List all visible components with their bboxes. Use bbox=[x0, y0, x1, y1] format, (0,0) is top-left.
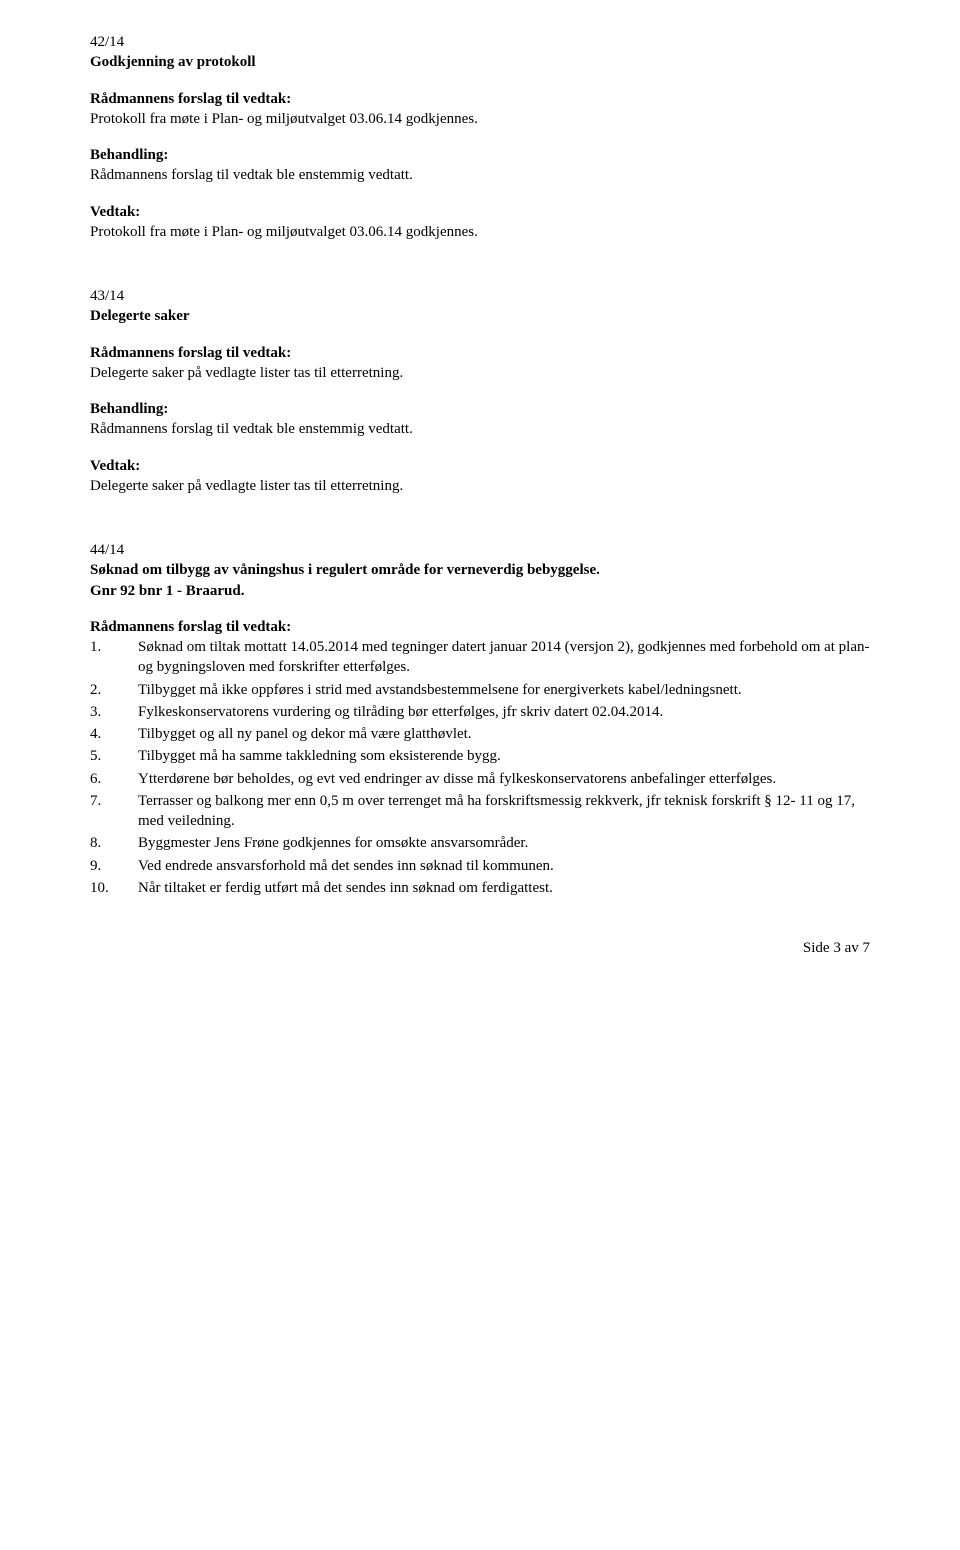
case-42-ved-h: Vedtak: bbox=[90, 202, 870, 222]
case-42-forslag-t: Protokoll fra møte i Plan- og miljøutval… bbox=[90, 109, 870, 129]
case-42-id: 42/14 bbox=[90, 32, 870, 52]
case-43-forslag-h: Rådmannens forslag til vedtak: bbox=[90, 343, 870, 363]
case-44-forslag: Rådmannens forslag til vedtak: 1.Søknad … bbox=[90, 617, 870, 898]
list-text: Terrasser og balkong mer enn 0,5 m over … bbox=[138, 791, 870, 832]
list-num: 6. bbox=[90, 769, 138, 789]
list-item: 10.Når tiltaket er ferdig utført må det … bbox=[90, 878, 870, 898]
list-text: Tilbygget og all ny panel og dekor må væ… bbox=[138, 724, 870, 744]
list-item: 8.Byggmester Jens Frøne godkjennes for o… bbox=[90, 833, 870, 853]
case-42-title: Godkjenning av protokoll bbox=[90, 52, 870, 72]
case-42-forslag: Rådmannens forslag til vedtak: Protokoll… bbox=[90, 89, 870, 130]
list-item: 4.Tilbygget og all ny panel og dekor må … bbox=[90, 724, 870, 744]
list-item: 9.Ved endrede ansvarsforhold må det send… bbox=[90, 856, 870, 876]
case-43-ved-t: Delegerte saker på vedlagte lister tas t… bbox=[90, 476, 870, 496]
list-text: Fylkeskonservatorens vurdering og tilråd… bbox=[138, 702, 870, 722]
list-num: 2. bbox=[90, 680, 138, 700]
case-43-ved-h: Vedtak: bbox=[90, 456, 870, 476]
list-num: 5. bbox=[90, 746, 138, 766]
list-num: 10. bbox=[90, 878, 138, 898]
list-item: 6.Ytterdørene bør beholdes, og evt ved e… bbox=[90, 769, 870, 789]
case-42-ved-t: Protokoll fra møte i Plan- og miljøutval… bbox=[90, 222, 870, 242]
page-footer: Side 3 av 7 bbox=[90, 938, 870, 958]
case-42-beh-t: Rådmannens forslag til vedtak ble enstem… bbox=[90, 165, 870, 185]
list-text: Ved endrede ansvarsforhold må det sendes… bbox=[138, 856, 870, 876]
case-42-header: 42/14 Godkjenning av protokoll bbox=[90, 32, 870, 73]
case-42-ved: Vedtak: Protokoll fra møte i Plan- og mi… bbox=[90, 202, 870, 243]
case-44-title-l2: Gnr 92 bnr 1 - Braarud. bbox=[90, 581, 870, 601]
list-text: Tilbygget må ikke oppføres i strid med a… bbox=[138, 680, 870, 700]
list-text: Tilbygget må ha samme takkledning som ek… bbox=[138, 746, 870, 766]
list-text: Byggmester Jens Frøne godkjennes for oms… bbox=[138, 833, 870, 853]
list-num: 4. bbox=[90, 724, 138, 744]
case-44-forslag-h: Rådmannens forslag til vedtak: bbox=[90, 617, 870, 637]
list-num: 8. bbox=[90, 833, 138, 853]
list-item: 2.Tilbygget må ikke oppføres i strid med… bbox=[90, 680, 870, 700]
case-42: 42/14 Godkjenning av protokoll Rådmannen… bbox=[90, 32, 870, 242]
case-43-beh: Behandling: Rådmannens forslag til vedta… bbox=[90, 399, 870, 440]
list-item: 1.Søknad om tiltak mottatt 14.05.2014 me… bbox=[90, 637, 870, 678]
case-44: 44/14 Søknad om tilbygg av våningshus i … bbox=[90, 540, 870, 898]
case-44-header: 44/14 Søknad om tilbygg av våningshus i … bbox=[90, 540, 870, 601]
case-43-forslag-t: Delegerte saker på vedlagte lister tas t… bbox=[90, 363, 870, 383]
list-num: 3. bbox=[90, 702, 138, 722]
case-43-forslag: Rådmannens forslag til vedtak: Delegerte… bbox=[90, 343, 870, 384]
case-44-list: 1.Søknad om tiltak mottatt 14.05.2014 me… bbox=[90, 637, 870, 898]
case-44-id: 44/14 bbox=[90, 540, 870, 560]
list-text: Når tiltaket er ferdig utført må det sen… bbox=[138, 878, 870, 898]
list-item: 3.Fylkeskonservatorens vurdering og tilr… bbox=[90, 702, 870, 722]
case-43-beh-t: Rådmannens forslag til vedtak ble enstem… bbox=[90, 419, 870, 439]
list-num: 7. bbox=[90, 791, 138, 832]
case-43-beh-h: Behandling: bbox=[90, 399, 870, 419]
list-num: 9. bbox=[90, 856, 138, 876]
list-item: 5.Tilbygget må ha samme takkledning som … bbox=[90, 746, 870, 766]
case-42-forslag-h: Rådmannens forslag til vedtak: bbox=[90, 89, 870, 109]
list-item: 7.Terrasser og balkong mer enn 0,5 m ove… bbox=[90, 791, 870, 832]
case-43-ved: Vedtak: Delegerte saker på vedlagte list… bbox=[90, 456, 870, 497]
list-text: Ytterdørene bør beholdes, og evt ved end… bbox=[138, 769, 870, 789]
case-44-title-l1: Søknad om tilbygg av våningshus i regule… bbox=[90, 560, 870, 580]
case-42-beh: Behandling: Rådmannens forslag til vedta… bbox=[90, 145, 870, 186]
list-text: Søknad om tiltak mottatt 14.05.2014 med … bbox=[138, 637, 870, 678]
case-43-title: Delegerte saker bbox=[90, 306, 870, 326]
list-num: 1. bbox=[90, 637, 138, 678]
case-42-beh-h: Behandling: bbox=[90, 145, 870, 165]
case-43-id: 43/14 bbox=[90, 286, 870, 306]
case-43: 43/14 Delegerte saker Rådmannens forslag… bbox=[90, 286, 870, 496]
case-43-header: 43/14 Delegerte saker bbox=[90, 286, 870, 327]
